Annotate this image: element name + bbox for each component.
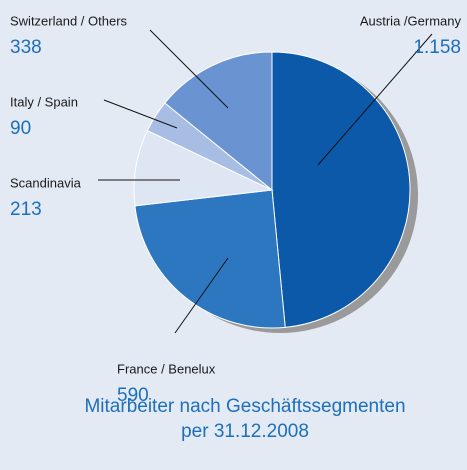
leader-line <box>174 257 229 334</box>
chart-title: Mitarbeiter nach Geschäftssegmenten per … <box>84 396 406 442</box>
slice-value: 90 <box>10 118 31 139</box>
pie-slice <box>134 189 286 329</box>
slice-value: 213 <box>10 199 42 220</box>
slice-value: 1.158 <box>413 37 461 58</box>
slice-label: Italy / Spain <box>10 94 78 109</box>
leader-line <box>149 29 229 109</box>
slice-label: Switzerland / Others <box>10 13 128 28</box>
pie-slice <box>164 51 273 192</box>
pie-slice <box>271 51 411 328</box>
slice-label: France / Benelux <box>117 361 216 376</box>
slice-label: Scandinavia <box>10 175 82 190</box>
slice-value: 338 <box>10 37 42 58</box>
leader-line <box>103 99 178 129</box>
slice-label: Austria /Germany <box>360 13 462 28</box>
leader-line <box>317 33 433 166</box>
slice-value: 590 <box>117 385 149 406</box>
